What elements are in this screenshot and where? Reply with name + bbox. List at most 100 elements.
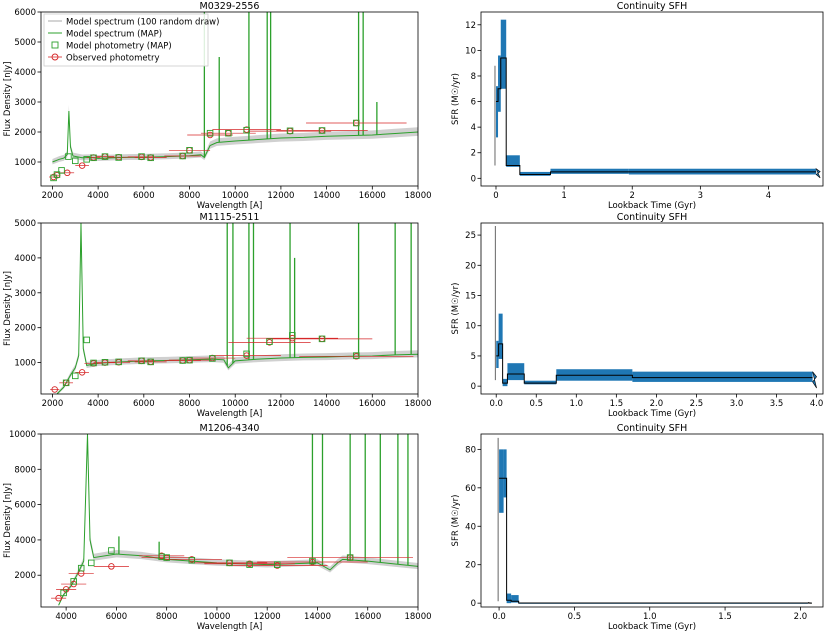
x-tick-label: 4000 xyxy=(55,612,77,622)
y-tick-label: 40 xyxy=(465,522,476,532)
random-draw-band xyxy=(58,434,418,607)
sfh-band xyxy=(632,371,813,382)
sfh-band xyxy=(498,55,501,112)
model-photometry-point xyxy=(65,153,72,160)
y-tick-label: 10 xyxy=(465,46,476,56)
y-tick-label: 2000 xyxy=(14,571,36,581)
sfh-band xyxy=(506,593,512,604)
model-photometry-point xyxy=(246,561,253,568)
sfh-taper xyxy=(807,602,813,604)
model-photometry-point xyxy=(83,156,90,163)
model-photometry-point xyxy=(101,153,109,160)
model-photometry-point xyxy=(266,338,273,345)
axes-frame xyxy=(480,433,824,608)
model-photometry-point xyxy=(163,554,170,561)
y-tick-label: 6000 xyxy=(14,8,36,18)
y-tick-label: 2000 xyxy=(14,128,36,138)
x-tick-label: 10000 xyxy=(222,191,249,201)
model-photometry-point xyxy=(179,152,186,160)
x-tick-label: 1.5 xyxy=(610,399,624,409)
model-photometry-point xyxy=(274,561,281,568)
y-tick-label: 3000 xyxy=(14,289,36,299)
sfh-taper xyxy=(812,371,817,389)
y-tick-label: 1000 xyxy=(14,158,36,168)
y-tick-label: 4000 xyxy=(14,254,36,264)
x-tick-label: 14000 xyxy=(304,612,331,622)
observed-photometry-point xyxy=(78,369,86,376)
model-photometry-point xyxy=(83,336,90,344)
x-tick-label: 3.0 xyxy=(730,399,744,409)
model-photometry-point xyxy=(101,358,109,366)
x-tick-label: 18000 xyxy=(404,612,431,622)
x-axis-label: Wavelength [A] xyxy=(197,409,263,419)
legend-swatch-map-photometry xyxy=(51,41,59,49)
y-tick-label: 2000 xyxy=(14,324,36,334)
model-photometry-point xyxy=(158,553,165,560)
panel-spectrum-m0329: 2000 4000 6000 8000 10000 12000 14000 16000 1800… xyxy=(3,1,432,211)
y-tick-label: 0 xyxy=(471,174,476,184)
x-tick-label: 4000 xyxy=(87,399,109,409)
y-axis-label: SFR (M☉/yr) xyxy=(451,283,461,335)
panel-title: Continuity SFH xyxy=(617,1,688,12)
map-spectrum-line xyxy=(58,434,418,606)
y-axis-label: Flux Density [nJy] xyxy=(3,483,13,558)
model-photometry-point xyxy=(243,350,250,358)
x-tick-label: 3.5 xyxy=(770,399,784,409)
x-tick-label: 2.5 xyxy=(690,399,704,409)
axes-frame xyxy=(40,433,419,608)
y-tick-label: 80 xyxy=(465,445,476,455)
panel-title: M0329-2556 xyxy=(200,1,260,12)
x-axis-label: Lookback Time (Gyr) xyxy=(608,409,696,419)
y-tick-label: 8 xyxy=(471,72,476,82)
y-tick-label: 5000 xyxy=(14,219,36,229)
legend-label-map-photometry: Model photometry (MAP) xyxy=(66,42,172,52)
x-tick-label: 2 xyxy=(630,191,635,201)
model-photometry-point xyxy=(353,352,360,359)
x-tick-label: 4 xyxy=(766,191,771,201)
y-tick-label: 10 xyxy=(465,322,476,332)
model-photometry-point xyxy=(186,147,193,154)
sfh-band xyxy=(503,449,507,498)
y-tick-label: 0 xyxy=(471,599,476,609)
plot-area xyxy=(497,437,813,604)
y-tick-label: 60 xyxy=(465,484,476,494)
y-tick-label: 8000 xyxy=(14,465,36,475)
panel-spectrum-m1115: 2000 4000 6000 8000 10000 12000 14000 16000 1800… xyxy=(3,212,432,419)
model-photometry-point xyxy=(115,358,122,366)
axes-frame xyxy=(40,11,419,187)
model-photometry-point xyxy=(70,578,77,585)
sfh-band xyxy=(499,449,504,513)
x-tick-label: 10000 xyxy=(203,612,230,622)
x-tick-label: 6000 xyxy=(106,612,128,622)
sfh-band xyxy=(506,155,520,167)
axes-frame xyxy=(40,222,419,395)
x-tick-label: 2000 xyxy=(42,191,64,201)
y-axis-label: Flux Density [nJy] xyxy=(3,62,13,137)
x-tick-label: 4000 xyxy=(87,191,109,201)
x-tick-label: 1 xyxy=(561,191,566,201)
y-tick-label: 10000 xyxy=(9,430,36,440)
plot-area xyxy=(51,434,418,607)
panel-title: Continuity SFH xyxy=(617,423,688,434)
panel-spectrum-m1206: 4000 6000 8000 10000 12000 14000 16000 18000 200… xyxy=(3,423,432,631)
axes-frame xyxy=(480,11,824,187)
panel-title: Continuity SFH xyxy=(617,212,688,223)
model-photometry-point xyxy=(179,357,186,364)
y-tick-label: 20 xyxy=(465,561,476,571)
x-tick-label: 1.0 xyxy=(570,399,584,409)
model-photometry-point xyxy=(243,126,250,134)
model-photometry-point xyxy=(62,379,70,387)
plot-area xyxy=(50,223,418,394)
model-photometry-point xyxy=(138,357,145,365)
y-tick-label: 12 xyxy=(465,21,476,31)
model-photometry-point xyxy=(225,129,232,137)
model-photometry-point xyxy=(226,559,233,567)
sfh-band xyxy=(519,171,551,176)
model-photometry-point xyxy=(90,154,97,162)
panel-title: M1115-2511 xyxy=(200,212,260,223)
model-photometry-point xyxy=(72,157,79,165)
sfh-median-line xyxy=(499,477,808,604)
sfh-median-line xyxy=(496,343,813,384)
panel-sfh-m1115: 0.0 0.5 1.0 1.5 2.0 2.5 3.0 3.5 4.0 0 5 10 15 20 25 Con… xyxy=(451,212,824,419)
